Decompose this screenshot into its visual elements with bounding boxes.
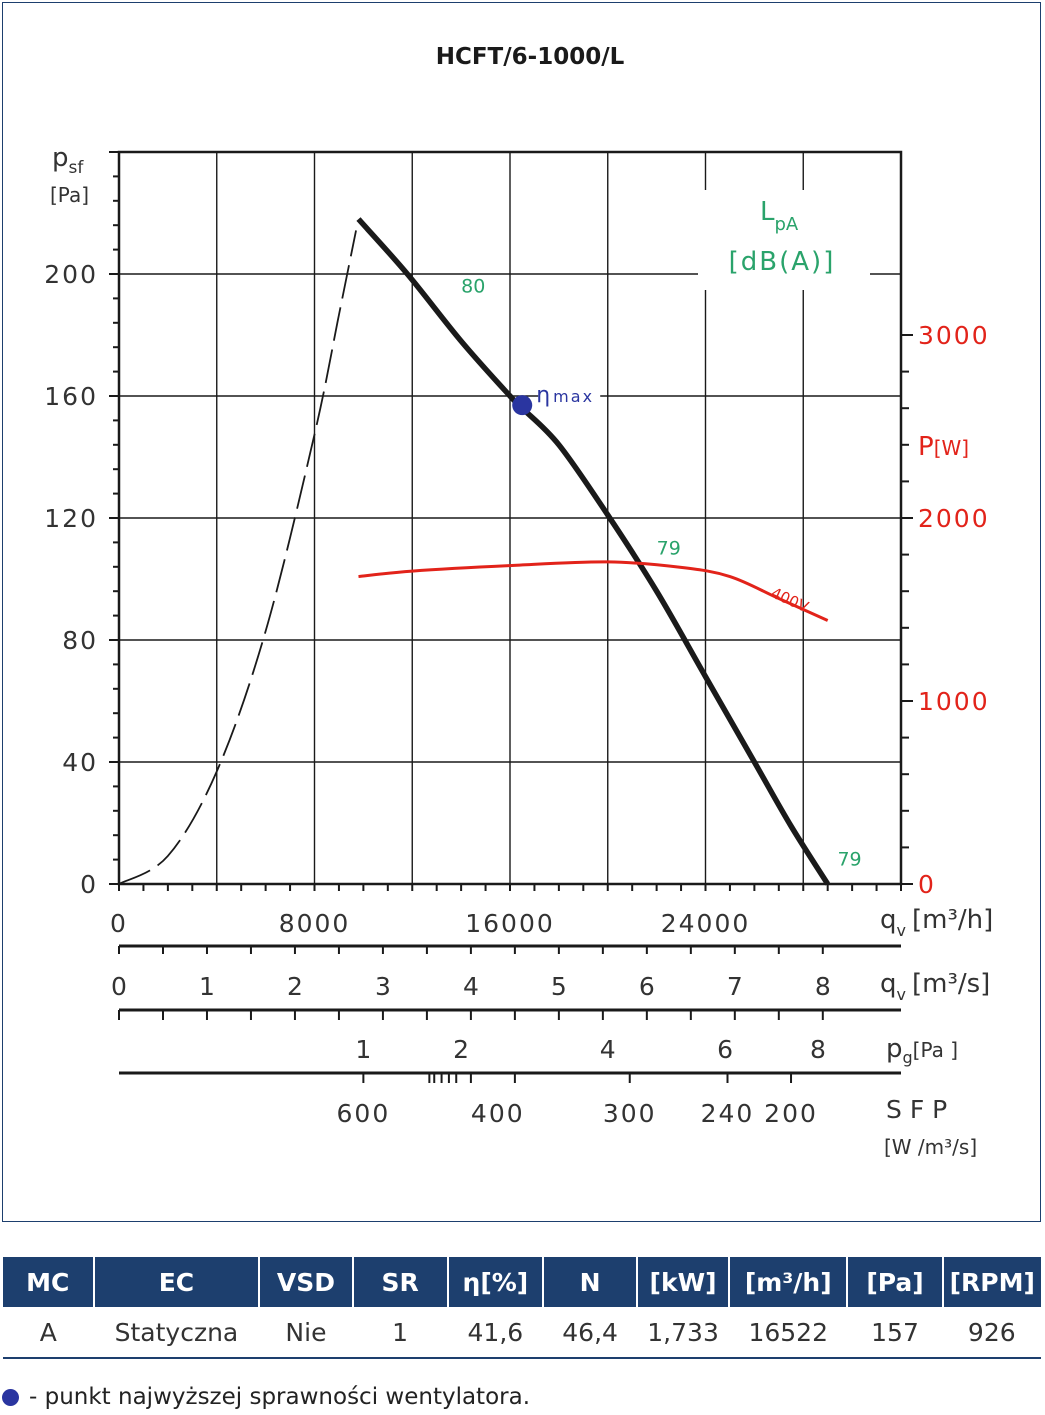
- sfp-tick-label: 600: [337, 1099, 391, 1128]
- y-ticks: 0 40 80 120 160 200: [44, 151, 119, 899]
- x-ticks: 0 8000 16000 24000: [110, 884, 902, 938]
- pg-tick-label: 8: [810, 1035, 826, 1064]
- eta-max-marker: η max: [512, 383, 601, 416]
- qv-m3s-axis-label: qv [m³/s]: [880, 969, 990, 1004]
- y-axis-label: psf: [52, 143, 84, 178]
- eta-max-point: [512, 395, 533, 416]
- chart-title: HCFT/6-1000/L: [436, 44, 625, 70]
- y2-axis-label: P[W]: [918, 432, 969, 462]
- qv-m3s-tick-label: 8: [815, 972, 831, 1001]
- pg-tick-label: 6: [717, 1035, 733, 1064]
- table-cell: 46,4: [543, 1307, 638, 1359]
- pg-axis-label: pg[Pa ]: [886, 1034, 958, 1067]
- fan-curve-chart: HCFT/6-1000/L psf [Pa] P[W] 040801201602…: [44, 44, 993, 1159]
- table-header-cell: N: [542, 1257, 638, 1307]
- y-tick-label: 160: [44, 382, 98, 411]
- eta-dot-icon: [2, 1388, 19, 1406]
- y2-tick-label: 2000: [918, 504, 990, 533]
- table-cell: A: [3, 1307, 94, 1359]
- qv-m3s-tick-label: 6: [639, 972, 655, 1001]
- series-label: 400V: [768, 584, 812, 617]
- lpa-value-label: 79: [657, 538, 681, 560]
- lpa-label: LpA: [760, 197, 799, 235]
- table-header-cell: EC: [92, 1257, 260, 1307]
- qv-m3s-tick-label: 3: [375, 972, 391, 1001]
- lpa-value-labels: 80 79 79: [461, 275, 862, 870]
- pg-tick-label: 2: [453, 1035, 469, 1064]
- x-tick-label: 16000: [465, 909, 555, 938]
- pg-tick-label: 4: [600, 1035, 616, 1064]
- lpa-value-label: 80: [461, 275, 485, 297]
- qv-m3s-tick-label: 4: [463, 972, 479, 1001]
- table-row: A Statyczna Nie 1 41,6 46,4 1,733 16522 157 926: [3, 1307, 1041, 1359]
- eta-max-label: η max: [536, 383, 594, 408]
- y-tick-label: 0: [80, 870, 98, 899]
- table-cell: 16522: [729, 1307, 848, 1359]
- x-tick-label: 0: [110, 909, 128, 938]
- table-cell: 41,6: [447, 1307, 544, 1359]
- sfp-axis-label: S F P: [886, 1095, 947, 1124]
- sfp-axis-unit: [W /m³/s]: [884, 1135, 977, 1159]
- series-line-power: [358, 560, 829, 622]
- lpa-value-label: 79: [837, 849, 861, 871]
- table-header-cell: [Pa]: [846, 1257, 943, 1307]
- series-layer: 400V: [118, 217, 831, 886]
- y2-tick-label: 0: [918, 870, 936, 899]
- table-header-cell: VSD: [258, 1257, 353, 1307]
- secondary-axes: 0 1 2 3 4 5 6 7 8 qv [m³/s] 1 2 4 6 8 pg[Pa ] 600 400 300 24…: [111, 944, 990, 1159]
- table-header-cell: η[%]: [446, 1257, 544, 1307]
- y-tick-label: 200: [44, 260, 98, 289]
- qv-m3s-tick-label: 1: [199, 972, 215, 1001]
- sfp-tick-label: 400: [471, 1099, 525, 1128]
- table-header-cell: MC: [3, 1257, 94, 1307]
- qv-m3s-tick-label: 2: [287, 972, 303, 1001]
- qv-m3s-tick-label: 7: [727, 972, 743, 1001]
- lpa-label-box: [698, 190, 870, 290]
- qv-m3s-tick-label: 0: [111, 972, 127, 1001]
- sfp-tick-label: 240: [701, 1099, 755, 1128]
- series-line-pressure: [356, 217, 831, 886]
- y-tick-label: 80: [62, 626, 98, 655]
- specs-header-row: MC EC VSD SR η[%] N [kW] [m³/h] [Pa] [RPM]: [3, 1257, 1041, 1307]
- table-header-cell: [kW]: [636, 1257, 730, 1307]
- x-axis-label: qv [m³/h]: [880, 905, 993, 940]
- table-cell: 157: [847, 1307, 943, 1359]
- legend-note: - punkt najwyższej sprawności wentylator…: [2, 1384, 530, 1410]
- table-cell: Nie: [259, 1307, 353, 1359]
- qv-m3s-tick-label: 5: [551, 972, 567, 1001]
- table-cell: 1,733: [637, 1307, 730, 1359]
- table-header-cell: [RPM]: [941, 1257, 1041, 1307]
- table-header-cell: [m³/h]: [728, 1257, 848, 1307]
- y2-tick-label: 3000: [918, 321, 990, 350]
- x-tick-label: 24000: [661, 909, 751, 938]
- y-axis-unit: [Pa]: [50, 183, 89, 207]
- pg-tick-label: 1: [355, 1035, 371, 1064]
- series-line-system-curve: [118, 230, 357, 885]
- table-header-cell: SR: [351, 1257, 448, 1307]
- lpa-unit: [dB(A)]: [729, 247, 836, 277]
- sfp-tick-label: 200: [764, 1099, 818, 1128]
- chart-frame: [2, 2, 1041, 1222]
- sfp-tick-label: 300: [603, 1099, 657, 1128]
- table-cell: 926: [942, 1307, 1041, 1359]
- y-tick-label: 120: [44, 504, 98, 533]
- fan-specs-table: MC EC VSD SR η[%] N [kW] [m³/h] [Pa] [RPM] A Staty…: [3, 1257, 1041, 1359]
- y2-ticks: 0 1000 2000 3000: [901, 321, 990, 899]
- table-cell: Statyczna: [93, 1307, 260, 1359]
- y2-tick-label: 1000: [918, 687, 990, 716]
- x-tick-label: 8000: [279, 909, 351, 938]
- legend-note-text: - punkt najwyższej sprawności wentylator…: [29, 1384, 531, 1410]
- table-cell: 1: [352, 1307, 448, 1359]
- y-tick-label: 40: [62, 748, 98, 777]
